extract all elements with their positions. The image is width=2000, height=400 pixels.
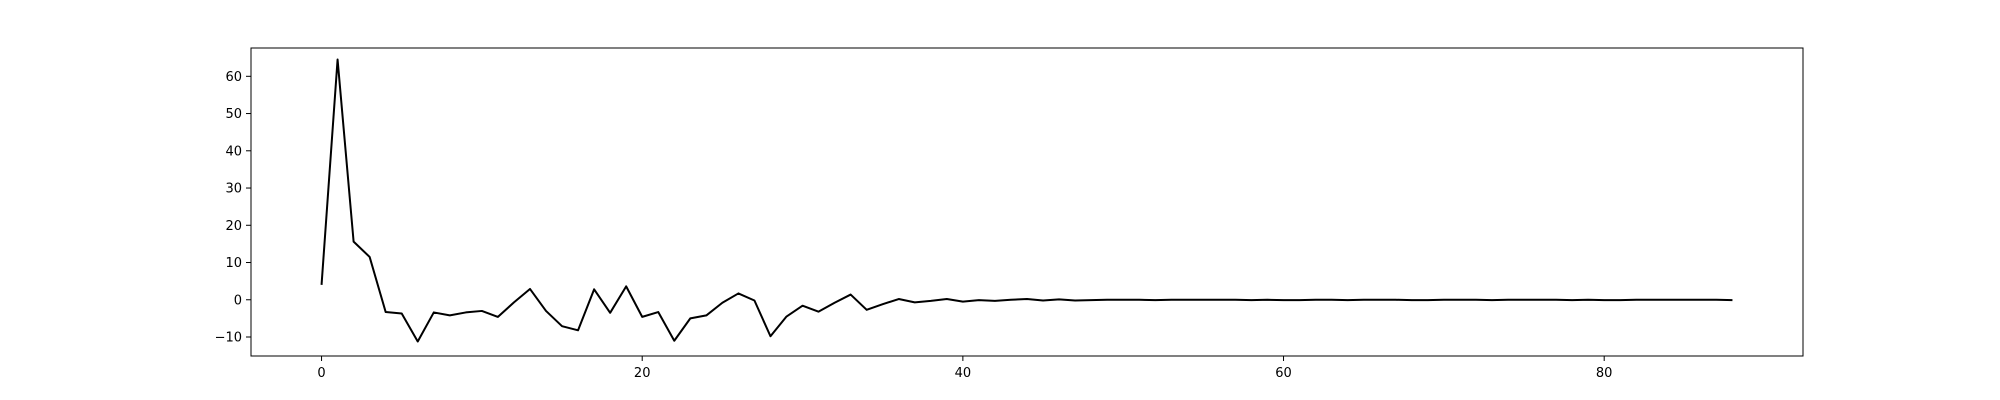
y-tick-label: 60 xyxy=(225,70,242,85)
x-tick-label: 20 xyxy=(634,366,651,381)
x-tick-label: 40 xyxy=(955,366,972,381)
y-tick-label: 30 xyxy=(225,182,242,197)
plot-frame xyxy=(250,47,1804,357)
y-tick-label: 10 xyxy=(225,256,242,271)
x-tick-label: 0 xyxy=(317,366,325,381)
x-tick-label: 60 xyxy=(1275,366,1292,381)
y-tick-label: 0 xyxy=(234,293,242,308)
y-tick-label: 50 xyxy=(225,107,242,122)
x-tick-label: 80 xyxy=(1596,366,1613,381)
y-axis-ticks: −10 0 10 20 30 40 50 60 xyxy=(215,70,251,346)
series-line xyxy=(320,58,1733,343)
y-tick-label: 40 xyxy=(225,144,242,159)
x-axis-ticks: 0 20 40 60 80 xyxy=(317,356,1612,381)
y-tick-label: −10 xyxy=(215,331,242,346)
y-tick-label: 20 xyxy=(225,219,242,234)
